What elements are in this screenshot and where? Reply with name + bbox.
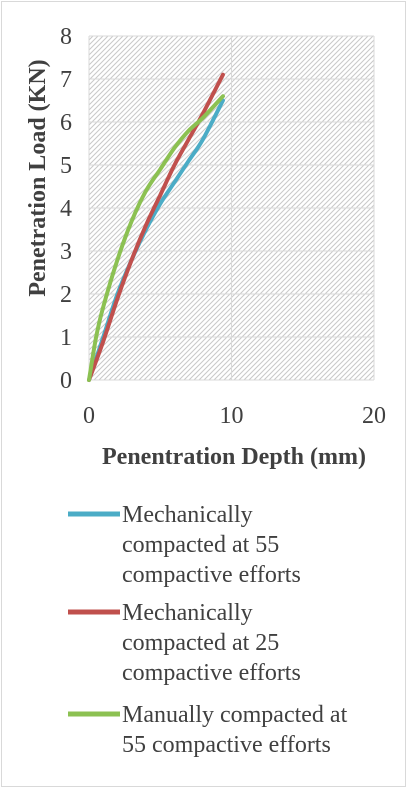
- legend-label: Mechanically compacted at 55 compactive …: [122, 502, 301, 588]
- legend-label-line: compacted at 25: [122, 630, 279, 656]
- x-tick-label: 10: [220, 403, 244, 429]
- legend-label-line: Mechanically: [122, 600, 253, 626]
- tick-labels: 0 1 2 3 4 5 6 7 8 0 10 20: [60, 24, 386, 429]
- x-tick-label: 20: [362, 403, 386, 429]
- y-tick-label: 3: [60, 239, 72, 265]
- legend-label-line: Manually compacted at: [122, 702, 348, 728]
- series-line: [87, 94, 225, 382]
- y-tick-label: 5: [60, 153, 72, 179]
- y-tick-label: 8: [60, 24, 72, 50]
- x-tick-label: 0: [83, 403, 95, 429]
- legend-label-line: 55 compactive efforts: [122, 732, 331, 758]
- x-axis-title: Penentration Depth (mm): [102, 444, 366, 470]
- y-tick-label: 4: [60, 196, 72, 222]
- y-axis-title: Penetration Load (KN): [25, 59, 51, 296]
- legend-label-line: compactive efforts: [122, 562, 301, 588]
- gridlines: [88, 35, 375, 381]
- legend-label-line: Mechanically: [122, 502, 253, 528]
- y-tick-label: 1: [60, 325, 72, 351]
- legend-entry: Manually compacted at 55 compactive effo…: [68, 702, 353, 758]
- legend-entry: Mechanically compacted at 25 compactive …: [68, 600, 301, 686]
- y-tick-label: 2: [60, 282, 72, 308]
- legend-label: Manually compacted at 55 compactive effo…: [122, 702, 353, 758]
- y-tick-label: 0: [60, 368, 72, 394]
- legend-label-line: compactive efforts: [122, 660, 301, 686]
- legend-label-line: compacted at 55: [122, 532, 279, 558]
- y-tick-label: 6: [60, 110, 72, 136]
- legend: Mechanically compacted at 55 compactive …: [68, 502, 353, 758]
- series-lines: [87, 72, 225, 382]
- y-tick-label: 7: [60, 67, 72, 93]
- legend-entry: Mechanically compacted at 55 compactive …: [68, 502, 301, 588]
- series-line: [87, 72, 225, 382]
- legend-label: Mechanically compacted at 25 compactive …: [122, 600, 301, 686]
